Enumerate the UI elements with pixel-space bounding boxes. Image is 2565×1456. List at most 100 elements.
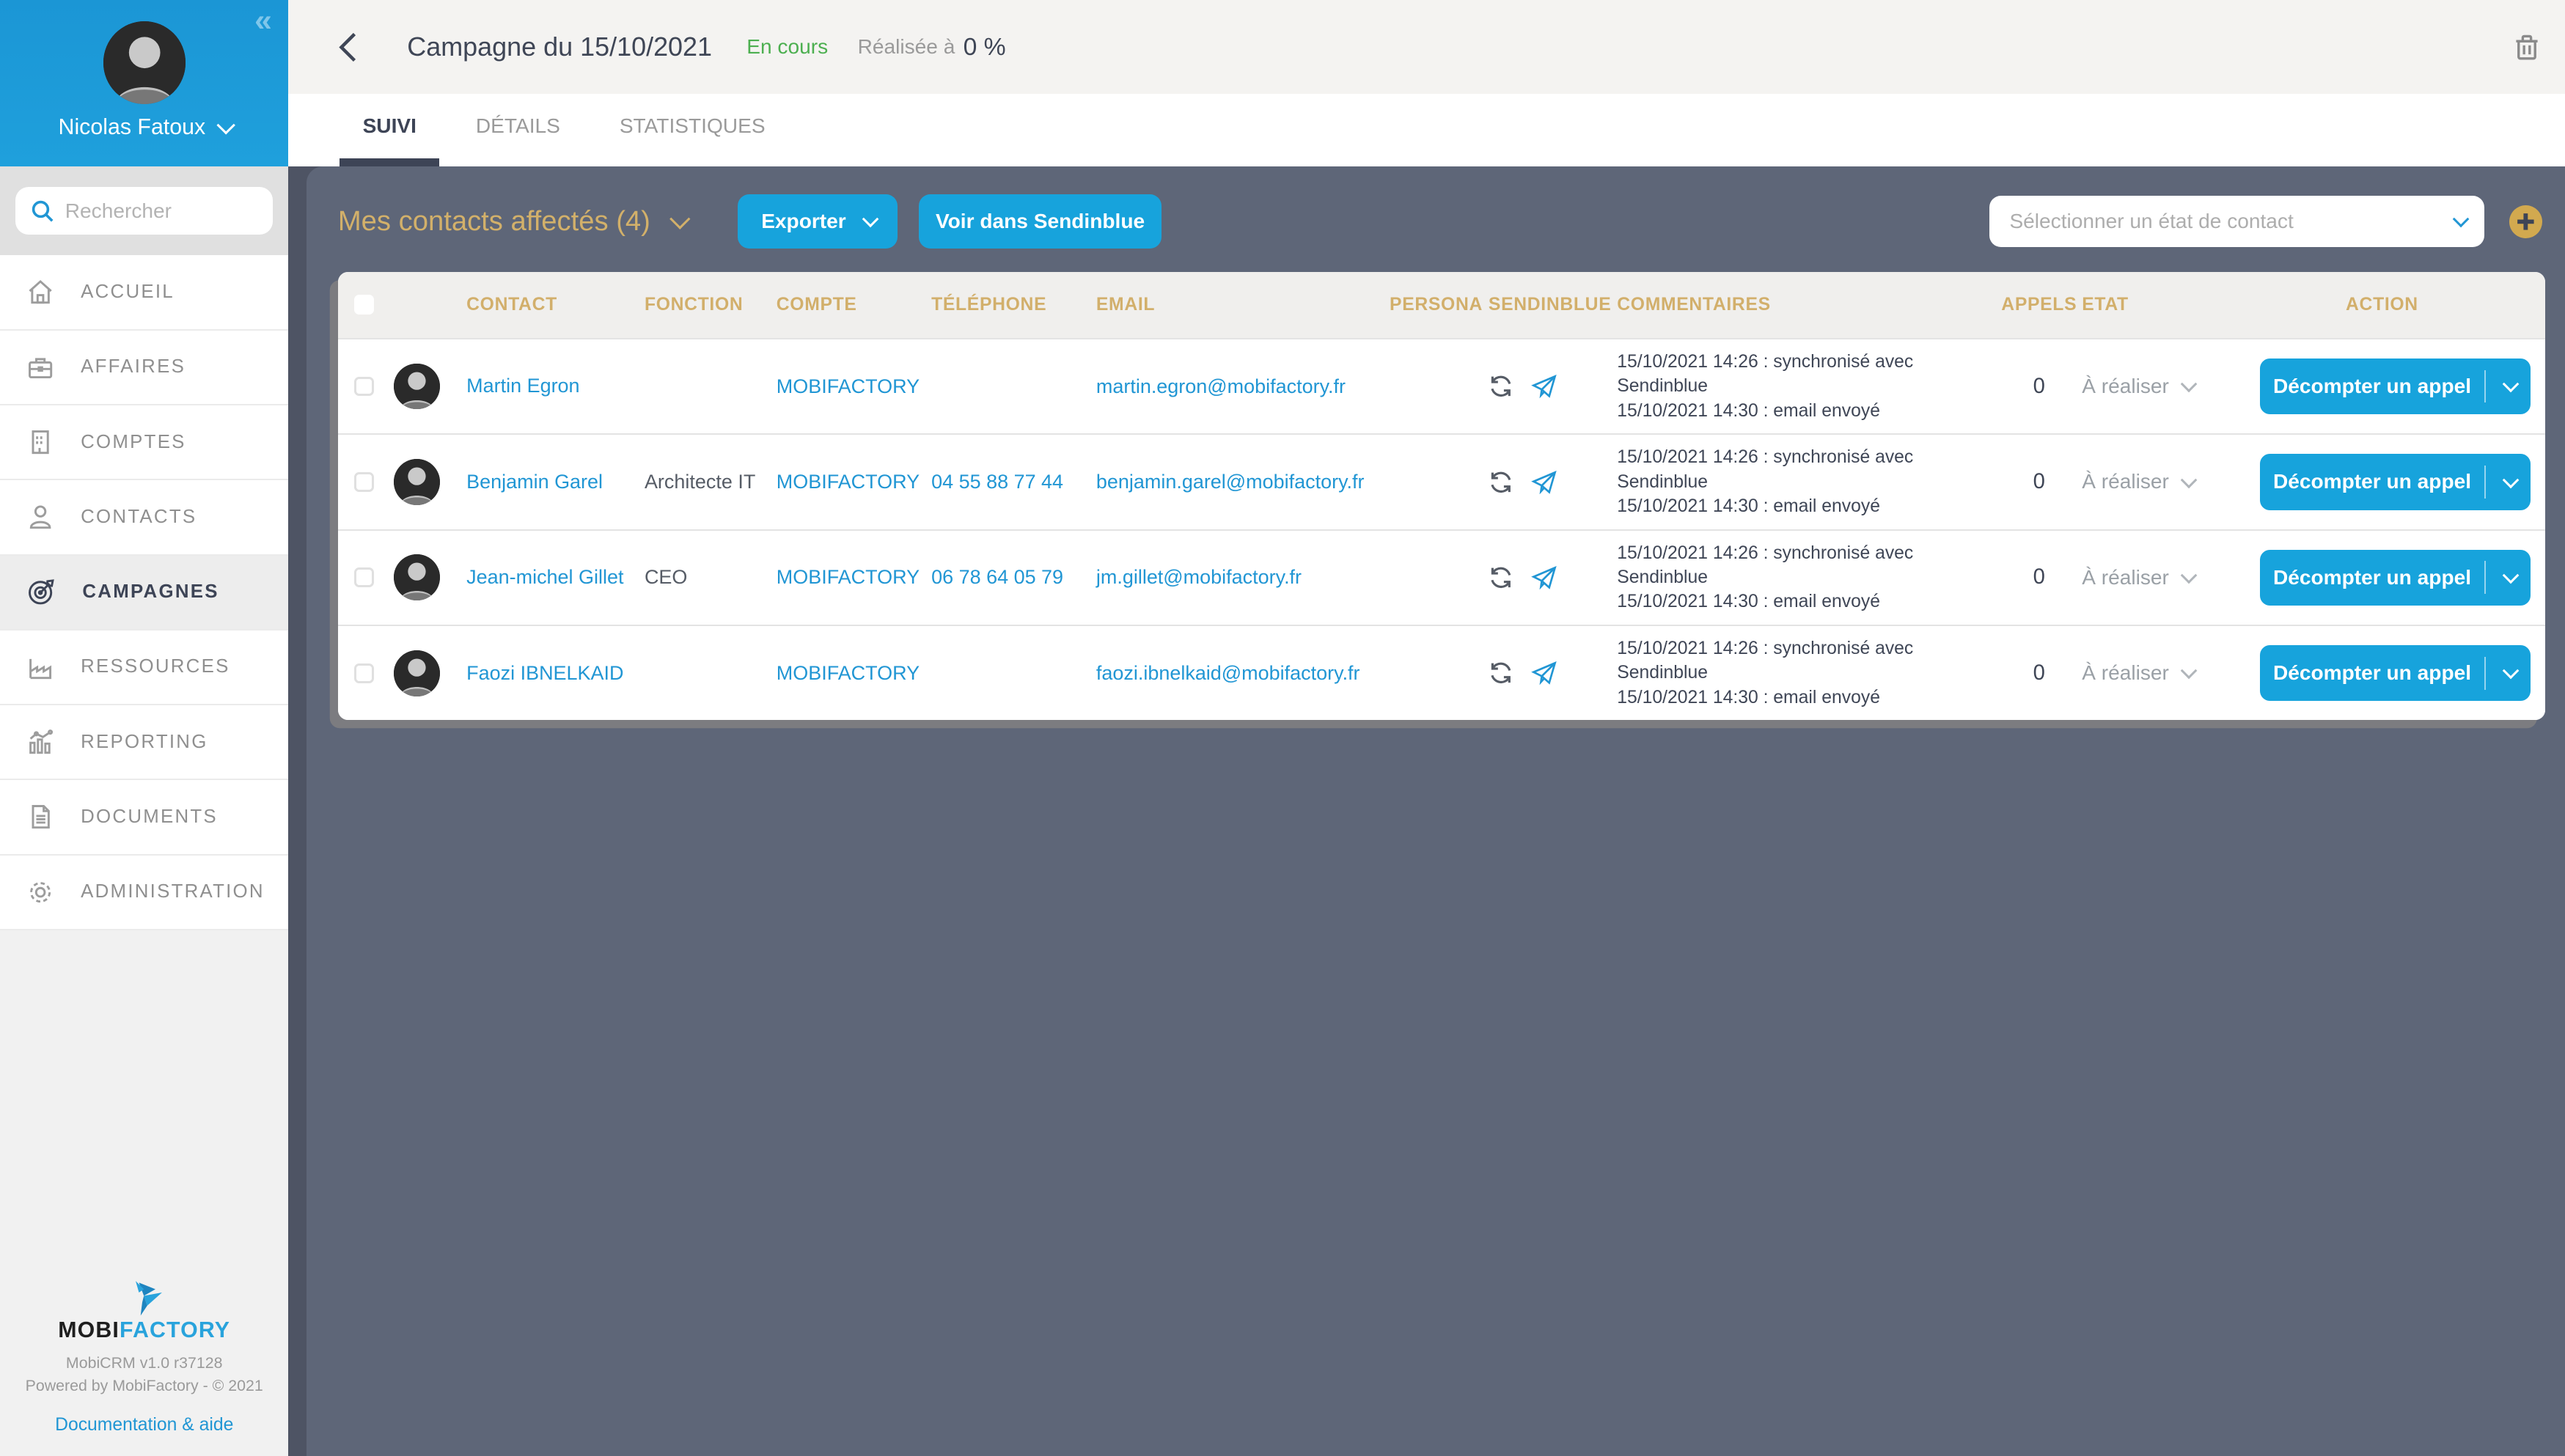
row-checkbox[interactable] bbox=[354, 567, 375, 588]
toolbar: Mes contacts affectés (4) Exporter Voir … bbox=[338, 194, 2542, 249]
action-dropdown-toggle[interactable] bbox=[2486, 567, 2531, 584]
row-checkbox[interactable] bbox=[354, 663, 375, 683]
sidebar-item-reporting[interactable]: REPORTING bbox=[0, 705, 289, 781]
contact-email-link[interactable]: martin.egron@mobifactory.fr bbox=[1096, 375, 1346, 397]
contact-name-link[interactable]: Benjamin Garel bbox=[466, 470, 603, 493]
sidebar-item-label: DOCUMENTS bbox=[81, 806, 218, 828]
column-header-etat[interactable]: ETAT bbox=[2082, 294, 2129, 315]
contact-avatar bbox=[394, 458, 441, 505]
column-header-fonction[interactable]: FONCTION bbox=[644, 294, 744, 315]
state-dropdown[interactable]: À réaliser bbox=[2082, 661, 2234, 685]
column-header-appels[interactable]: APPELS bbox=[2001, 294, 2077, 315]
contact-name-link[interactable]: Jean-michel Gillet bbox=[466, 566, 624, 589]
contact-compte-link[interactable]: MOBIFACTORY bbox=[776, 375, 920, 397]
delete-campaign-button[interactable] bbox=[2514, 33, 2540, 61]
contact-telephone-link[interactable]: 04 55 88 77 44 bbox=[931, 470, 1064, 493]
sidebar-item-affaires[interactable]: AFFAIRES bbox=[0, 330, 289, 405]
contact-compte-link[interactable]: MOBIFACTORY bbox=[776, 470, 920, 493]
sidebar-item-label: COMPTES bbox=[81, 431, 186, 452]
chevron-down-icon bbox=[2180, 567, 2197, 584]
home-icon bbox=[29, 280, 52, 304]
sidebar-item-accueil[interactable]: ACCUEIL bbox=[0, 255, 289, 331]
column-header-persona[interactable]: PERSONA bbox=[1390, 294, 1483, 315]
sync-icon[interactable] bbox=[1489, 470, 1513, 495]
tab-statistiques[interactable]: STATISTIQUES bbox=[619, 114, 766, 138]
column-header-sendinblue[interactable]: SENDINBLUE bbox=[1488, 294, 1612, 315]
table-row: Jean-michel Gillet CEO MOBIFACTORY 06 78… bbox=[337, 529, 2546, 625]
search-input[interactable]: Rechercher bbox=[15, 187, 274, 235]
chevron-down-icon bbox=[2502, 567, 2519, 584]
contact-state-placeholder: Sélectionner un état de contact bbox=[2009, 210, 2294, 233]
button-divider bbox=[2484, 656, 2487, 690]
contact-email-link[interactable]: benjamin.garel@mobifactory.fr bbox=[1096, 470, 1365, 493]
contacts-heading-dropdown[interactable]: Mes contacts affectés (4) bbox=[338, 205, 691, 238]
mobifactory-bird-logo bbox=[136, 1280, 163, 1315]
sync-icon[interactable] bbox=[1489, 565, 1513, 590]
decrement-call-button[interactable]: Décompter un appel bbox=[2260, 454, 2531, 510]
column-header-action[interactable]: ACTION bbox=[2346, 294, 2418, 315]
decrement-call-label: Décompter un appel bbox=[2272, 470, 2472, 493]
person-icon bbox=[29, 505, 51, 529]
chart-icon bbox=[29, 729, 54, 754]
user-menu[interactable]: Nicolas Fatoux bbox=[59, 115, 235, 140]
action-dropdown-toggle[interactable] bbox=[2486, 662, 2531, 680]
documentation-link[interactable]: Documentation & aide bbox=[55, 1415, 234, 1435]
column-header-contact[interactable]: CONTACT bbox=[466, 294, 557, 315]
back-button[interactable] bbox=[338, 29, 374, 65]
view-in-sendinblue-button[interactable]: Voir dans Sendinblue bbox=[919, 194, 1162, 249]
contact-avatar bbox=[394, 554, 441, 601]
select-all-checkbox[interactable] bbox=[354, 295, 375, 315]
briefcase-icon bbox=[29, 358, 53, 378]
state-label: À réaliser bbox=[2082, 470, 2169, 493]
contact-email-link[interactable]: jm.gillet@mobifactory.fr bbox=[1096, 566, 1302, 589]
send-email-icon[interactable] bbox=[1531, 661, 1557, 685]
sidebar-item-administration[interactable]: ADMINISTRATION bbox=[0, 855, 289, 930]
factory-icon bbox=[29, 658, 52, 680]
contact-email-link[interactable]: faozi.ibnelkaid@mobifactory.fr bbox=[1096, 661, 1360, 684]
sidebar-item-ressources[interactable]: RESSOURCES bbox=[0, 630, 289, 706]
sidebar-item-contacts[interactable]: CONTACTS bbox=[0, 480, 289, 556]
sidebar-collapse-icon[interactable]: « bbox=[254, 3, 272, 39]
action-dropdown-toggle[interactable] bbox=[2486, 375, 2531, 392]
send-email-icon[interactable] bbox=[1531, 374, 1557, 399]
contact-telephone-link[interactable]: 06 78 64 05 79 bbox=[931, 566, 1064, 589]
decrement-call-button[interactable]: Décompter un appel bbox=[2260, 644, 2531, 702]
search-icon bbox=[32, 200, 54, 222]
tab-details[interactable]: DÉTAILS bbox=[475, 114, 560, 138]
column-header-email[interactable]: EMAIL bbox=[1096, 294, 1156, 315]
chevron-down-icon bbox=[669, 208, 691, 230]
action-dropdown-toggle[interactable] bbox=[2486, 471, 2531, 488]
add-contact-button[interactable] bbox=[2509, 205, 2542, 238]
decrement-call-button[interactable]: Décompter un appel bbox=[2260, 358, 2531, 415]
export-button[interactable]: Exporter bbox=[738, 194, 898, 249]
contact-name-link[interactable]: Faozi IBNELKAID bbox=[466, 661, 624, 684]
plus-icon bbox=[2517, 213, 2534, 230]
progress-label: Réalisée à bbox=[857, 35, 955, 59]
sidebar-item-label: REPORTING bbox=[81, 731, 208, 752]
state-dropdown[interactable]: À réaliser bbox=[2082, 566, 2234, 589]
sync-icon[interactable] bbox=[1489, 661, 1513, 685]
contact-compte-link[interactable]: MOBIFACTORY bbox=[776, 661, 920, 684]
decrement-call-label: Décompter un appel bbox=[2272, 565, 2472, 589]
row-checkbox[interactable] bbox=[354, 376, 375, 397]
contact-compte-link[interactable]: MOBIFACTORY bbox=[776, 566, 920, 589]
row-checkbox[interactable] bbox=[354, 471, 375, 492]
table-header-row: CONTACT FONCTION COMPTE TÉLÉPHONE EMAIL … bbox=[337, 271, 2546, 338]
state-dropdown[interactable]: À réaliser bbox=[2082, 470, 2234, 493]
column-header-commentaires[interactable]: COMMENTAIRES bbox=[1617, 295, 1771, 315]
decrement-call-button[interactable]: Décompter un appel bbox=[2260, 549, 2531, 606]
send-email-icon[interactable] bbox=[1531, 565, 1557, 590]
sync-icon[interactable] bbox=[1489, 374, 1513, 399]
contact-state-select[interactable]: Sélectionner un état de contact bbox=[1989, 196, 2484, 248]
state-dropdown[interactable]: À réaliser bbox=[2082, 375, 2234, 398]
sidebar-search-block: Rechercher bbox=[0, 166, 289, 256]
sidebar-item-documents[interactable]: DOCUMENTS bbox=[0, 780, 289, 856]
sidebar-item-campagnes[interactable]: CAMPAGNES bbox=[0, 555, 289, 630]
column-header-compte[interactable]: COMPTE bbox=[776, 294, 857, 315]
contact-name-link[interactable]: Martin Egron bbox=[466, 375, 580, 397]
send-email-icon[interactable] bbox=[1531, 470, 1557, 495]
tab-suivi[interactable]: SUIVI bbox=[340, 94, 440, 167]
column-header-telephone[interactable]: TÉLÉPHONE bbox=[931, 294, 1047, 315]
sidebar-item-comptes[interactable]: COMPTES bbox=[0, 405, 289, 481]
